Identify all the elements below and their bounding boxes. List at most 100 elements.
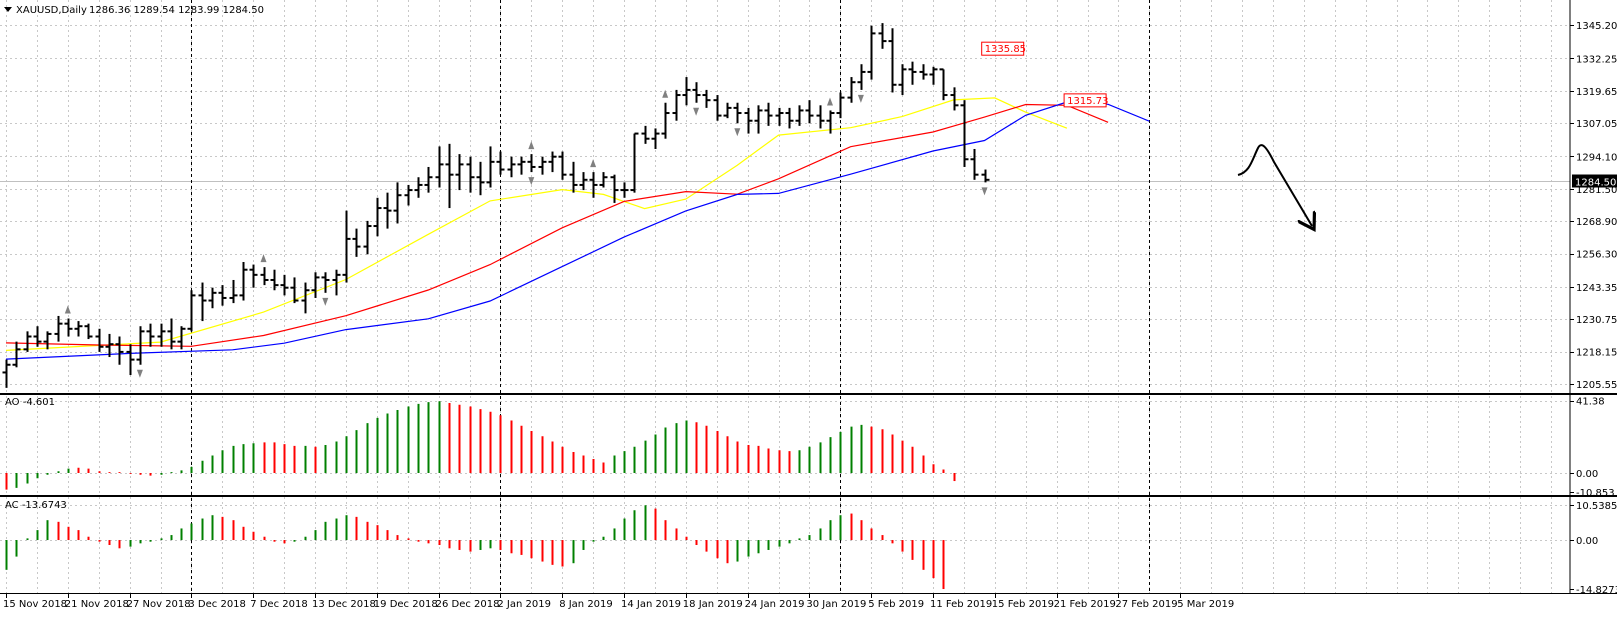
ohlc-bar[interactable] — [136, 326, 145, 365]
ohlc-bar[interactable] — [805, 100, 814, 124]
ohlc-bar[interactable] — [816, 105, 825, 129]
ohlc-bar[interactable] — [867, 25, 876, 80]
ohlc-bar[interactable] — [878, 23, 887, 49]
ohlc-bar[interactable] — [311, 272, 320, 298]
ohlc-bar[interactable] — [280, 274, 289, 296]
ohlc-bar[interactable] — [23, 331, 32, 352]
ohlc-bar[interactable] — [208, 287, 217, 309]
ohlc-bar[interactable] — [74, 321, 83, 337]
ao-pane[interactable] — [5, 401, 956, 490]
symbol-header[interactable]: XAUUSD,Daily 1286.36 1289.54 1283.99 128… — [4, 5, 264, 16]
ohlc-bar[interactable] — [744, 107, 753, 134]
ohlc-bar[interactable] — [270, 269, 279, 291]
ohlc-bar[interactable] — [146, 323, 155, 347]
user-drawings[interactable] — [1237, 144, 1312, 226]
ohlc-bar[interactable] — [692, 82, 701, 103]
ohlc-bar[interactable] — [775, 107, 784, 126]
ohlc-bar[interactable] — [939, 68, 948, 101]
ohlc-bar[interactable] — [249, 264, 258, 288]
ohlc-bar[interactable] — [404, 184, 413, 206]
ohlc-bar[interactable] — [960, 100, 969, 167]
ohlc-bar[interactable] — [218, 285, 227, 306]
ohlc-bar[interactable] — [12, 341, 21, 368]
ohlc-bar[interactable] — [754, 105, 763, 134]
ohlc-bar[interactable] — [43, 331, 52, 350]
ohlc-bar[interactable] — [785, 107, 794, 129]
ohlc-bar[interactable] — [424, 166, 433, 193]
ohlc-bar[interactable] — [105, 333, 114, 358]
ohlc-bar[interactable] — [229, 279, 238, 304]
ohlc-bar[interactable] — [569, 161, 578, 193]
ohlc-bar[interactable] — [517, 156, 526, 175]
ohlc-bar[interactable] — [177, 326, 186, 350]
ohlc-bar[interactable] — [630, 132, 639, 193]
ohlc-bar[interactable] — [476, 161, 485, 196]
ohlc-bar[interactable] — [610, 174, 619, 203]
ohlc-bar[interactable] — [950, 87, 959, 111]
ohlc-bar[interactable] — [970, 148, 979, 180]
ohlc-bar[interactable] — [321, 272, 330, 293]
ohlc-bar[interactable] — [847, 77, 856, 103]
ohlc-bar[interactable] — [373, 197, 382, 237]
ohlc-bar[interactable] — [455, 154, 464, 191]
ohlc-bar[interactable] — [33, 326, 42, 347]
ohlc-bar[interactable] — [919, 64, 928, 80]
ohlc-bar[interactable] — [167, 318, 176, 350]
ohlc-bar[interactable] — [115, 336, 124, 365]
ohlc-bar[interactable] — [661, 102, 670, 139]
main-price-pane[interactable]: 1335.85 1315.73 — [2, 23, 1150, 388]
ohlc-bar[interactable] — [527, 154, 536, 173]
ohlc-bar[interactable] — [342, 210, 351, 283]
ohlc-bar[interactable] — [826, 110, 835, 134]
ohlc-bar[interactable] — [548, 151, 557, 173]
ohlc-bar[interactable] — [2, 359, 11, 388]
ohlc-bar[interactable] — [332, 269, 341, 296]
ohlc-bar[interactable] — [352, 228, 361, 257]
ohlc-bar[interactable] — [908, 61, 917, 85]
ohlc-bar[interactable] — [157, 323, 166, 347]
ohlc-bar[interactable] — [239, 262, 248, 301]
ohlc-bar[interactable] — [599, 172, 608, 188]
ohlc-bar[interactable] — [496, 151, 505, 175]
ohlc-bar[interactable] — [713, 95, 722, 121]
ohlc-bar[interactable] — [888, 28, 897, 93]
ohlc-bar[interactable] — [981, 169, 990, 183]
ohlc-bar[interactable] — [579, 172, 588, 191]
ohlc-bar[interactable] — [435, 146, 444, 188]
ohlc-bar[interactable] — [764, 102, 773, 126]
ohlc-bar[interactable] — [620, 182, 629, 198]
ohlc-bar[interactable] — [466, 156, 475, 193]
ohlc-bar[interactable] — [260, 267, 269, 286]
ohlc-bar[interactable] — [290, 277, 299, 304]
ohlc-bar[interactable] — [641, 125, 650, 144]
ohlc-bar[interactable] — [198, 282, 207, 322]
ohlc-bar[interactable] — [672, 89, 681, 121]
ohlc-bar[interactable] — [733, 102, 742, 124]
dropdown-triangle-icon[interactable] — [4, 7, 12, 12]
ohlc-bar[interactable] — [486, 146, 495, 188]
ohlc-bar[interactable] — [393, 182, 402, 224]
ohlc-bar[interactable] — [95, 328, 104, 352]
ohlc-bar[interactable] — [682, 77, 691, 106]
ohlc-bar[interactable] — [301, 282, 310, 314]
ohlc-bar[interactable] — [414, 177, 423, 198]
ohlc-bar[interactable] — [558, 151, 567, 180]
ohlc-bar[interactable] — [702, 89, 711, 108]
ohlc-bar[interactable] — [84, 323, 93, 340]
price-annotation[interactable]: 1315.73 — [1063, 93, 1108, 108]
forecast-arrow[interactable] — [1237, 144, 1312, 226]
ohlc-bar[interactable] — [54, 315, 63, 342]
ohlc-bar[interactable] — [589, 172, 598, 198]
price-annotation[interactable]: 1335.85 — [981, 41, 1026, 56]
ohlc-bar[interactable] — [187, 290, 196, 332]
ohlc-bar[interactable] — [538, 156, 547, 175]
ohlc-bar[interactable] — [651, 128, 660, 149]
ac-pane[interactable] — [5, 505, 945, 590]
ohlc-bar[interactable] — [64, 318, 73, 337]
ohlc-bar[interactable] — [445, 143, 454, 209]
ohlc-bar[interactable] — [723, 102, 732, 119]
ohlc-bar[interactable] — [507, 156, 516, 178]
ohlc-bar[interactable] — [857, 64, 866, 90]
ohlc-bar[interactable] — [126, 344, 135, 376]
